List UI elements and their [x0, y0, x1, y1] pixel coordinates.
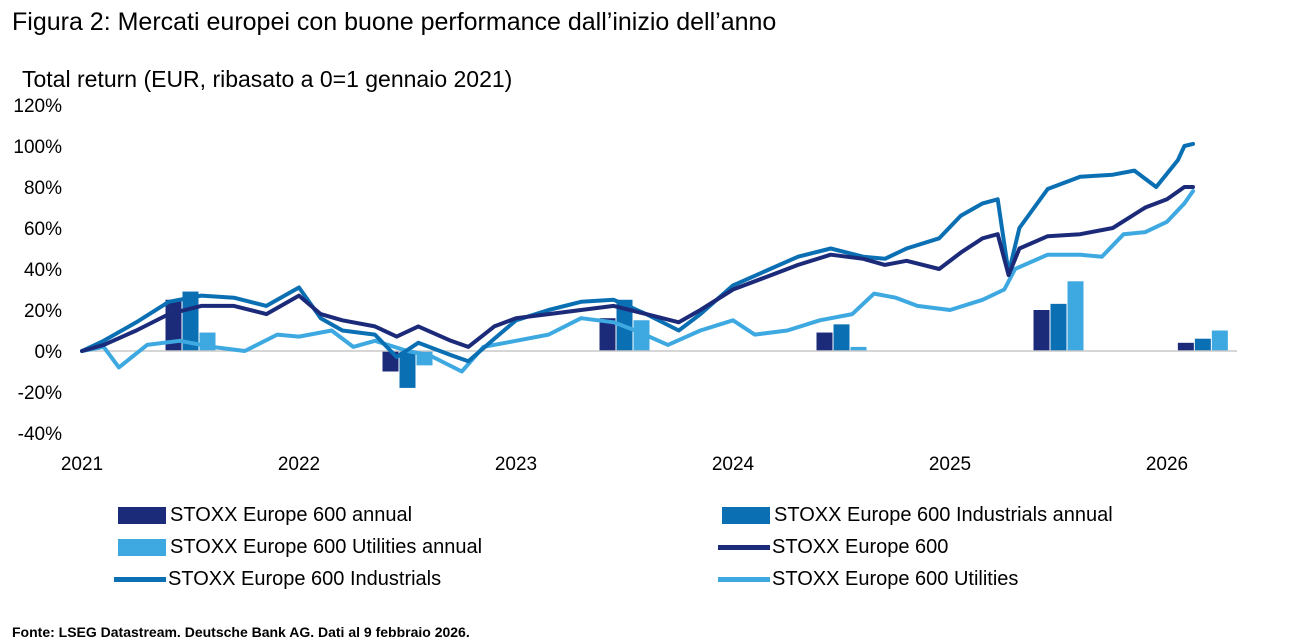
legend-label: STOXX Europe 600 Industrials	[168, 568, 442, 590]
legend-item-utilities-annual: STOXX Europe 600 Utilities annual	[118, 536, 482, 559]
source-note: Fonte: LSEG Datastream. Deutsche Bank AG…	[12, 624, 470, 640]
legend-label: STOXX Europe 600 Utilities	[772, 568, 1019, 590]
bar-utilities-2024	[850, 346, 867, 351]
line-stoxx600	[80, 185, 1195, 353]
legend-label: STOXX Europe 600 annual	[170, 504, 413, 526]
y-tick-label: 80%	[24, 178, 62, 199]
x-tick-label: 2023	[495, 454, 537, 475]
series-lines	[80, 141, 1195, 374]
legend-item-stoxx600: STOXX Europe 600	[718, 536, 948, 559]
y-tick-label: 100%	[13, 137, 62, 158]
legend-swatch	[718, 545, 770, 550]
y-tick-label: 40%	[24, 260, 62, 281]
y-tick-label: -20%	[18, 383, 62, 404]
legend-item-utilities: STOXX Europe 600 Utilities	[718, 568, 1018, 591]
x-axis-tick-labels: 2021 2022 2023 2024 2025 2026	[61, 454, 1188, 475]
bar-stoxx600-2023	[599, 318, 616, 351]
x-tick-label: 2021	[61, 454, 103, 475]
y-tick-label: 0%	[35, 342, 63, 363]
bar-utilities-2026	[1211, 330, 1228, 351]
y-tick-label: -40%	[18, 424, 62, 445]
x-tick-label: 2022	[278, 454, 320, 475]
y-tick-label: 60%	[24, 219, 62, 240]
legend-item-industrials-annual: STOXX Europe 600 Industrials annual	[722, 504, 1113, 527]
bar-utilities-2023	[633, 320, 650, 351]
x-tick-label: 2025	[929, 454, 971, 475]
annual-bars	[165, 281, 1228, 388]
bar-stoxx600-2024	[816, 332, 833, 351]
legend-label: STOXX Europe 600 Utilities annual	[170, 536, 483, 558]
line-industrials	[80, 141, 1195, 364]
y-tick-label: 120%	[13, 96, 62, 117]
legend-swatch	[118, 539, 166, 556]
legend-swatch	[718, 577, 770, 582]
bar-industrials-2026	[1194, 338, 1211, 351]
bar-stoxx600-2025	[1033, 310, 1050, 351]
chart-subtitle: Total return (EUR, ribasato a 0=1 gennai…	[22, 66, 513, 92]
bar-stoxx600-2026	[1177, 342, 1194, 351]
line-utilities	[80, 189, 1195, 374]
legend-item-stoxx600-annual: STOXX Europe 600 annual	[118, 504, 412, 527]
chart-area: 120%100%80%60%40%20%0%-20%-40% 2021 2022 2…	[13, 96, 1237, 475]
x-tick-label: 2026	[1146, 454, 1188, 475]
bar-industrials-2024	[833, 324, 850, 351]
legend-swatch	[722, 507, 770, 524]
legend-item-industrials: STOXX Europe 600 Industrials	[114, 568, 441, 591]
legend: STOXX Europe 600 annual STOXX Europe 600…	[0, 498, 1289, 598]
y-tick-label: 20%	[24, 301, 62, 322]
legend-label: STOXX Europe 600	[772, 536, 949, 558]
bar-industrials-2025	[1050, 303, 1067, 351]
bar-industrials-2022	[399, 351, 416, 388]
y-axis-tick-labels: 120% 100% 80% 60% 40% 20% 0% -20% -40%	[13, 96, 62, 445]
x-tick-label: 2024	[712, 454, 755, 475]
bar-utilities-2025	[1067, 281, 1084, 351]
chart-title: Figura 2: Mercati europei con buone perf…	[12, 8, 777, 36]
legend-label: STOXX Europe 600 Industrials annual	[774, 504, 1113, 526]
legend-swatch	[114, 577, 166, 582]
legend-swatch	[118, 507, 166, 524]
